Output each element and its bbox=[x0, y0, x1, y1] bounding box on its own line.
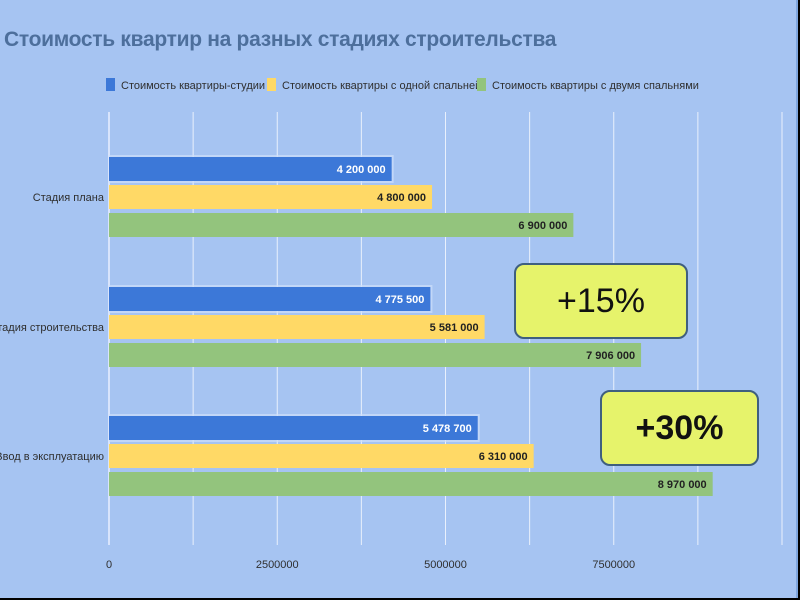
bar-стадия-строительства-1 bbox=[109, 315, 485, 339]
x-tick-label: 7500000 bbox=[592, 559, 635, 571]
bar-стадия-строительства-2 bbox=[109, 343, 642, 367]
legend-swatch bbox=[477, 78, 486, 91]
data-label: 4 200 000 bbox=[337, 164, 386, 176]
legend-label: Стоимость квартиры с одной спальней bbox=[282, 80, 481, 92]
x-tick-label: 0 bbox=[106, 559, 112, 571]
category-label-1: Стадия строительства bbox=[0, 322, 105, 334]
increase-30-callout: +30% bbox=[600, 390, 759, 466]
bar-стадия-строительства-0 bbox=[109, 287, 431, 311]
data-label: 7 906 000 bbox=[586, 350, 635, 362]
data-label: 5 478 700 bbox=[423, 423, 472, 435]
increase-15-callout: +15% bbox=[514, 263, 688, 339]
x-tick-label: 2500000 bbox=[256, 559, 299, 571]
legend-swatch bbox=[106, 78, 115, 91]
chart-title: Стоимость квартир на разных стадиях стро… bbox=[4, 28, 557, 51]
legend-swatch bbox=[267, 78, 276, 91]
category-label-2: Ввод в эксплуатацию bbox=[0, 451, 104, 463]
category-label-0: Стадия плана bbox=[33, 192, 105, 204]
legend-label: Стоимость квартиры с двумя спальнями bbox=[492, 80, 699, 92]
bar-ввод-в-эксплуатацию-2 bbox=[109, 472, 713, 496]
bar-ввод-в-эксплуатацию-0 bbox=[109, 416, 478, 440]
x-tick-label: 5000000 bbox=[424, 559, 467, 571]
legend-label: Стоимость квартиры-студии bbox=[121, 80, 265, 92]
bar-стадия-плана-1 bbox=[109, 185, 433, 209]
data-label: 6 900 000 bbox=[518, 220, 567, 232]
bar-стадия-плана-0 bbox=[109, 157, 392, 181]
data-label: 4 775 500 bbox=[375, 294, 424, 306]
bar-стадия-плана-2 bbox=[109, 213, 574, 237]
data-label: 4 800 000 bbox=[377, 192, 426, 204]
bar-ввод-в-эксплуатацию-1 bbox=[109, 444, 534, 468]
data-label: 6 310 000 bbox=[479, 451, 528, 463]
data-label: 8 970 000 bbox=[658, 479, 707, 491]
data-label: 5 581 000 bbox=[430, 322, 479, 334]
